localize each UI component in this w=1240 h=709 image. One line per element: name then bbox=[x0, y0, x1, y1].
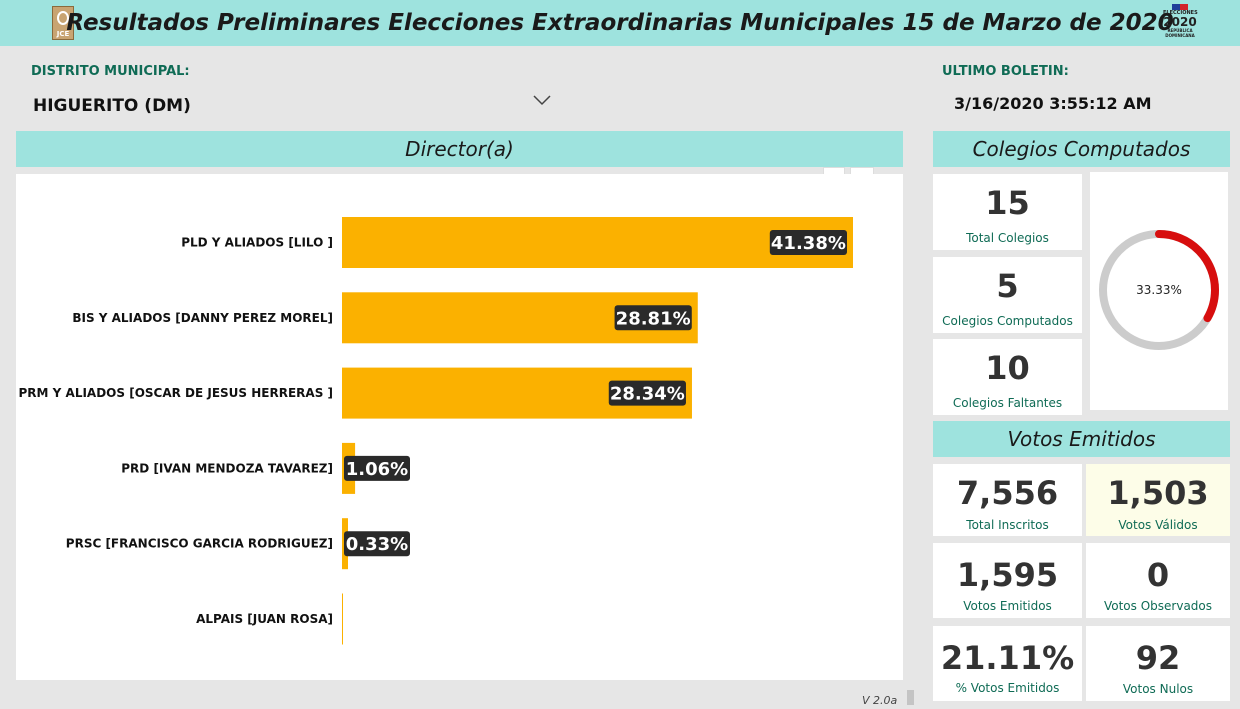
category-label-0: PLD Y ALIADOS [LILO ] bbox=[181, 236, 333, 250]
jce-logo: JCE bbox=[52, 6, 74, 40]
votos-nulos-caption: Votos Nulos bbox=[1122, 682, 1194, 696]
total-inscritos-value: 7,556 bbox=[956, 474, 1059, 512]
votos-validos-caption: Votos Válidos bbox=[1118, 518, 1198, 532]
bar-0[interactable] bbox=[342, 217, 853, 268]
pct-votos-emitidos-caption: % Votos Emitidos bbox=[955, 681, 1060, 695]
votos-panel-title: Votos Emitidos bbox=[933, 421, 1230, 457]
total-inscritos-card: 7,556 Total Inscritos bbox=[933, 464, 1082, 536]
chart-area: PLD Y ALIADOS [LILO ] 41.38% BIS Y ALIADOS… bbox=[16, 174, 903, 680]
votos-observados-card: 0 Votos Observados bbox=[1086, 543, 1230, 618]
gauge-percentage-label: 33.33% bbox=[1136, 283, 1182, 297]
logo-line-1: ELECCIONES bbox=[1163, 10, 1198, 16]
bulletin-datetime: 3/16/2020 3:55:12 AM bbox=[954, 94, 1152, 113]
votos-nulos-value: 92 bbox=[1135, 639, 1181, 677]
header-bar bbox=[0, 0, 1240, 46]
pct-votos-emitidos-card: 21.11% % Votos Emitidos bbox=[933, 626, 1082, 701]
flag-icon bbox=[1172, 4, 1188, 10]
votos-emitidos-caption: Votos Emitidos bbox=[963, 599, 1052, 613]
chart-panel-title: Director(a) bbox=[16, 131, 903, 167]
total-colegios-value: 15 bbox=[985, 184, 1030, 222]
data-label-1: 28.81% bbox=[616, 308, 691, 329]
bar-chart: PLD Y ALIADOS [LILO ] 41.38% BIS Y ALIADOS… bbox=[19, 217, 853, 645]
data-label-bg-3 bbox=[344, 455, 410, 481]
district-label: DISTRITO MUNICIPAL: bbox=[31, 64, 190, 79]
colegios-faltantes-caption: Colegios Faltantes bbox=[952, 396, 1063, 410]
gauge-progress-arc bbox=[1099, 230, 1219, 350]
colegios-panel-title: Colegios Computados bbox=[933, 131, 1230, 167]
data-label-2: 28.34% bbox=[610, 384, 685, 405]
votos-observados-value: 0 bbox=[1146, 556, 1170, 594]
data-label-3: 1.06% bbox=[346, 459, 408, 480]
data-label-bg-1 bbox=[614, 305, 692, 331]
progress-gauge-card: 33.33% bbox=[1090, 172, 1228, 410]
total-colegios-caption: Total Colegios bbox=[966, 231, 1049, 245]
votos-observados-caption: Votos Observados bbox=[1103, 599, 1213, 613]
votos-emitidos-card: 1,595 Votos Emitidos bbox=[933, 543, 1082, 618]
category-label-4: PRSC [FRANCISCO GARCIA RODRIGUEZ] bbox=[66, 537, 333, 551]
pct-votos-emitidos-value: 21.11% bbox=[940, 639, 1075, 677]
colegios-faltantes-card: 10 Colegios Faltantes bbox=[933, 339, 1082, 415]
votos-validos-card: 1,503 Votos Válidos bbox=[1086, 464, 1230, 536]
logo-line-2: 2020 bbox=[1163, 15, 1197, 29]
category-label-2: PRM Y ALIADOS [OSCAR DE JESUS HERRERAS ] bbox=[19, 386, 333, 400]
data-label-0: 41.38% bbox=[771, 233, 846, 254]
total-inscritos-caption: Total Inscritos bbox=[966, 518, 1049, 532]
progress-gauge: 33.33% bbox=[1099, 230, 1219, 350]
scrollbar-thumb[interactable] bbox=[907, 690, 914, 705]
chevron-down-icon[interactable] bbox=[532, 94, 552, 106]
votos-validos-value: 1,503 bbox=[1107, 474, 1209, 512]
data-label-4: 0.33% bbox=[346, 534, 408, 555]
fingerprint-icon bbox=[57, 11, 69, 25]
colegios-computados-value: 5 bbox=[996, 267, 1019, 305]
colegios-faltantes-value: 10 bbox=[985, 349, 1030, 387]
district-dropdown[interactable]: HIGUERITO (DM) bbox=[28, 88, 558, 122]
page-title: Resultados Preliminares Elecciones Extra… bbox=[66, 10, 1174, 36]
category-label-3: PRD [IVAN MENDOZA TAVAREZ] bbox=[121, 461, 333, 475]
jce-logo-text: JCE bbox=[56, 30, 70, 38]
district-selected-value: HIGUERITO (DM) bbox=[33, 96, 191, 116]
data-label-bg-2 bbox=[608, 380, 686, 406]
total-colegios-card: 15 Total Colegios bbox=[933, 174, 1082, 250]
bulletin-label: ULTIMO BOLETIN: bbox=[942, 64, 1069, 79]
elecciones-2020-logo: ELECCIONES 2020 REPÚBLICA DOMINICANA bbox=[1163, 4, 1198, 42]
votos-nulos-card: 92 Votos Nulos bbox=[1086, 626, 1230, 701]
version-label: V 2.0a bbox=[862, 694, 898, 707]
colegios-computados-card: 5 Colegios Computados bbox=[933, 257, 1082, 333]
logo-line-3: REPÚBLICA DOMINICANA bbox=[1165, 28, 1195, 38]
colegios-computados-caption: Colegios Computados bbox=[942, 314, 1073, 328]
category-label-5: ALPAIS [JUAN ROSA] bbox=[196, 612, 333, 626]
data-label-bg-0 bbox=[769, 230, 847, 255]
bar-5[interactable] bbox=[342, 593, 343, 645]
votos-emitidos-value: 1,595 bbox=[956, 556, 1059, 594]
data-label-bg-4 bbox=[344, 531, 410, 557]
category-label-1: BIS Y ALIADOS [DANNY PEREZ MOREL] bbox=[72, 311, 333, 325]
